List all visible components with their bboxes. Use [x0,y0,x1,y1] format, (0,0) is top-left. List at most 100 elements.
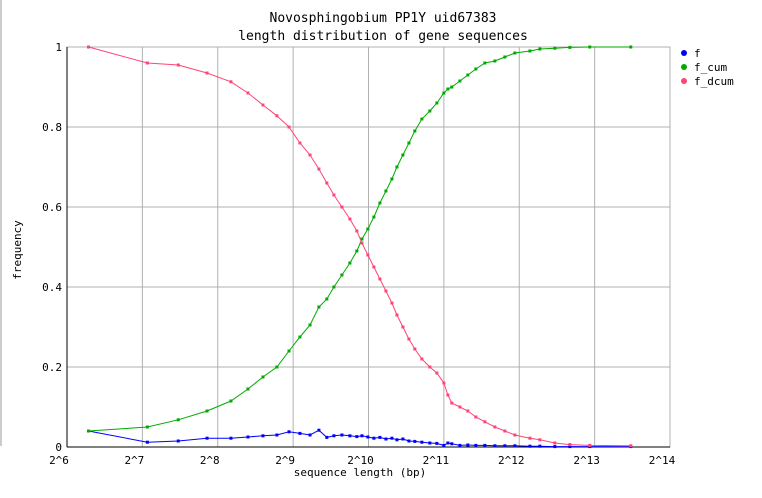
data-point-f_cum [446,87,450,91]
data-point-f_cum [317,305,321,309]
data-point-f_cum [538,47,542,51]
x-tick-label: 2^14 [649,454,676,467]
legend-marker-f_cum [681,64,687,70]
data-point-f_dcum [325,181,329,185]
data-point-f_dcum [275,114,279,118]
data-point-f_dcum [145,61,149,65]
data-point-f_cum [366,227,370,231]
data-point-f_cum [348,261,352,265]
data-point-f [503,444,507,448]
x-tick-label: 2^7 [124,454,144,467]
series-f [87,428,633,449]
data-point-f_dcum [366,253,370,257]
data-point-f_dcum [308,153,312,157]
data-point-f_cum [325,297,329,301]
data-point-f_dcum [435,371,439,375]
data-point-f_dcum [442,381,446,385]
data-point-f_dcum [229,80,233,84]
series-line-f_cum [88,46,631,432]
y-tick-label: 0 [55,441,62,454]
data-point-f_cum [435,101,439,105]
data-point-f [325,435,329,439]
data-point-f [145,440,149,444]
data-point-f [360,434,364,438]
data-point-f_dcum [407,337,411,341]
data-point-f_dcum [390,301,394,305]
data-point-f [340,433,344,437]
data-point-f [407,439,411,443]
data-point-f [553,445,557,449]
x-tick-label: 2^13 [573,454,600,467]
data-point-f_dcum [503,429,507,433]
data-point-f_dcum [261,103,265,107]
data-point-f_cum [483,61,487,65]
data-point-f_cum [513,51,517,55]
data-point-f_dcum [446,393,450,397]
data-point-f_dcum [401,325,405,329]
data-point-f_cum [87,429,91,433]
data-point-f_cum [407,141,411,145]
data-point-f_dcum [528,436,532,440]
x-tick-label: 2^8 [200,454,220,467]
legend-marker-f [681,50,687,56]
data-point-f_cum [395,165,399,169]
data-point-f_cum [378,201,382,205]
data-point-f_cum [360,237,364,241]
data-point-f [308,433,312,437]
data-point-f_cum [275,365,279,369]
data-point-f_cum [458,79,462,83]
grid [66,46,671,448]
data-point-f [528,444,532,448]
x-tick-label: 2^9 [275,454,295,467]
x-tick-label: 2^11 [423,454,450,467]
data-point-f_dcum [317,167,321,171]
x-tick-label: 2^10 [347,454,374,467]
data-point-f_cum [205,409,209,413]
data-point-f_dcum [428,365,432,369]
data-point-f_cum [442,91,446,95]
data-point-f [413,439,417,443]
data-point-f_dcum [588,443,592,447]
data-point-f_cum [528,49,532,53]
data-point-f_dcum [466,409,470,413]
y-tick-label: 1 [55,41,62,54]
data-point-f_cum [568,45,572,49]
data-point-f_dcum [413,347,417,351]
data-point-f_dcum [332,193,336,197]
data-point-f [348,434,352,438]
data-point-f [229,436,233,440]
data-point-f_cum [413,129,417,133]
data-point-f_cum [629,45,633,49]
data-point-f_dcum [205,71,209,75]
data-point-f_dcum [384,289,388,293]
data-point-f_cum [332,285,336,289]
data-point-f [428,441,432,445]
y-tick-label: 0.6 [42,201,62,214]
data-point-f_dcum [360,241,364,245]
data-point-f_cum [493,59,497,63]
data-point-f_dcum [458,405,462,409]
legend-label-f_dcum: f_dcum [694,75,734,88]
data-point-f [317,428,321,432]
data-point-f_cum [261,375,265,379]
data-point-f_dcum [340,205,344,209]
series-line-f_dcum [88,46,631,447]
data-point-f_cum [372,215,376,219]
data-point-f_cum [390,177,394,181]
data-point-f [568,445,572,449]
data-point-f_dcum [420,357,424,361]
data-point-f [446,441,450,445]
data-point-f [275,433,279,437]
data-point-f [466,443,470,447]
data-point-f_cum [588,45,592,49]
data-point-f_cum [503,55,507,59]
data-point-f [176,439,180,443]
data-point-f_dcum [629,444,633,448]
x-axis-label: sequence length (bp) [294,466,426,479]
data-point-f_dcum [493,425,497,429]
legend-label-f_cum: f_cum [694,61,727,74]
data-point-f [298,431,302,435]
data-point-f_dcum [474,415,478,419]
data-point-f_cum [450,85,454,89]
